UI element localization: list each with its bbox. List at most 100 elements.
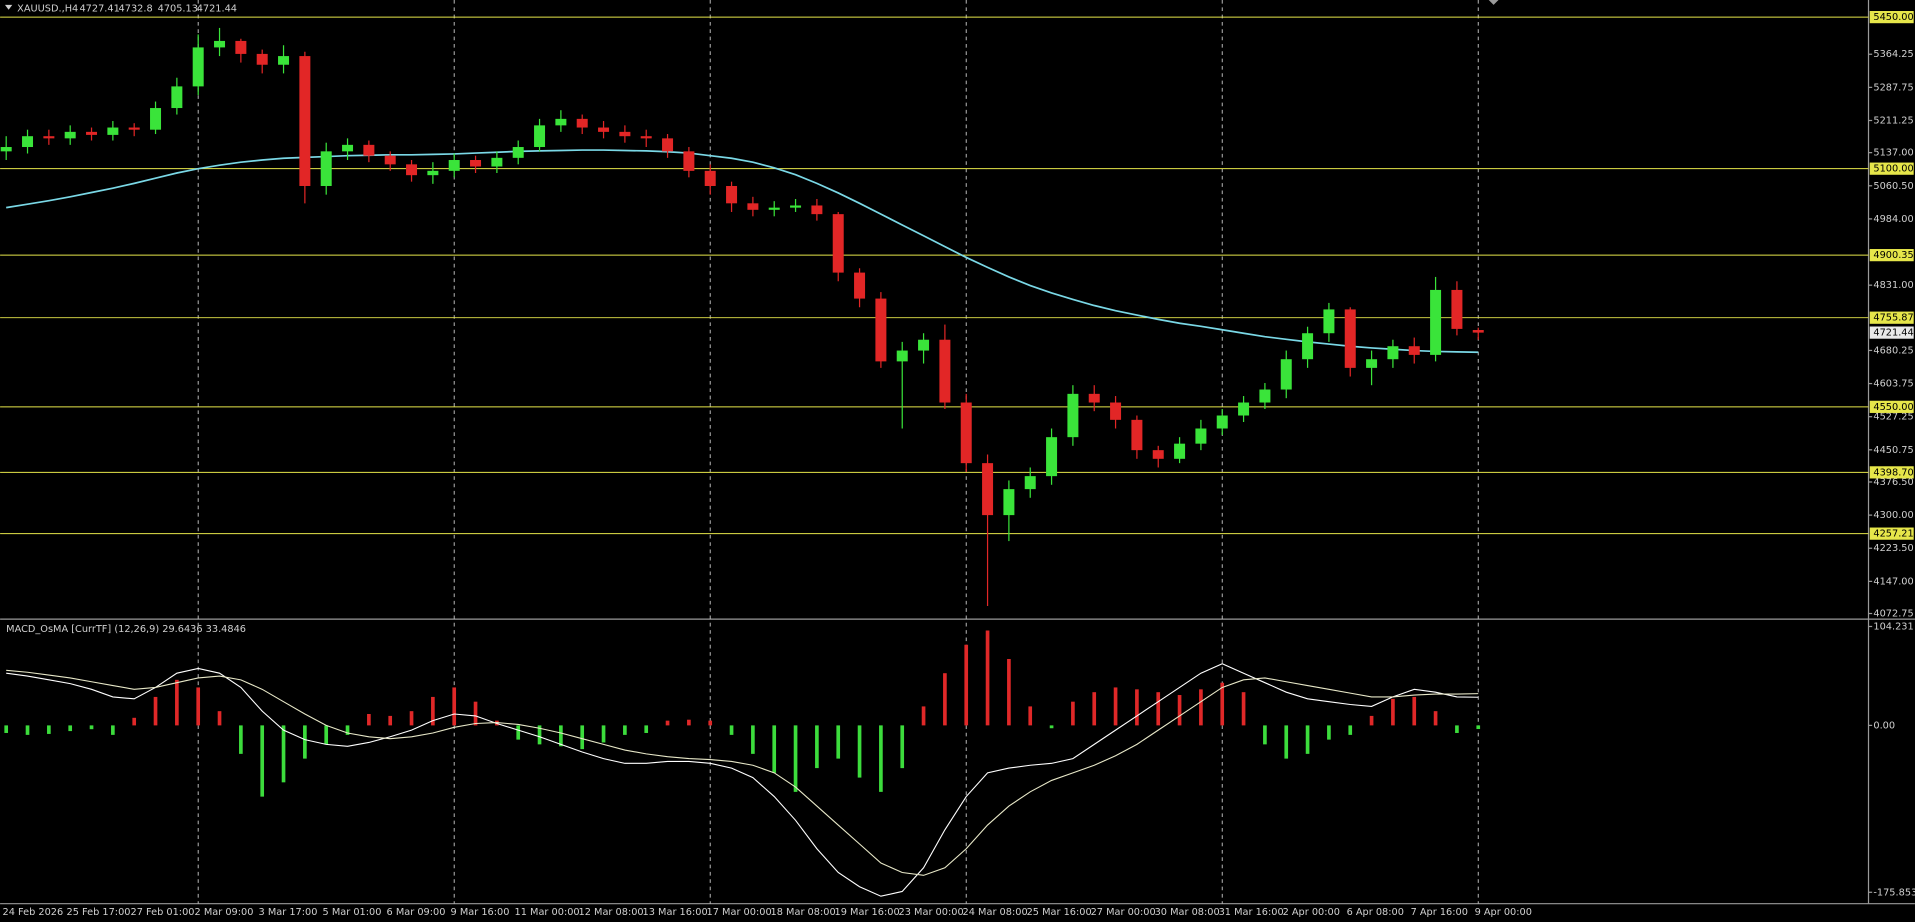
y-tick-label: 4072.75 bbox=[1873, 609, 1913, 620]
candle-body bbox=[1280, 359, 1292, 390]
menu-arrow[interactable] bbox=[4, 4, 13, 10]
candle-body bbox=[470, 160, 482, 167]
candle-body bbox=[704, 170, 716, 186]
y-tick-label: 4147.00 bbox=[1873, 576, 1913, 587]
x-tick-label: 2 Apr 00:00 bbox=[1283, 907, 1340, 918]
y-tick-label: 4376.50 bbox=[1873, 477, 1913, 488]
macd-line bbox=[6, 669, 1479, 876]
current-price-label: 4721.44 bbox=[1873, 328, 1913, 339]
candle-body bbox=[918, 339, 930, 351]
x-tick-label: 30 Mar 08:00 bbox=[1155, 907, 1220, 918]
candle-body bbox=[683, 151, 695, 171]
candle-body bbox=[726, 185, 738, 204]
x-tick-label: 9 Apr 00:00 bbox=[1475, 907, 1532, 918]
candle-body bbox=[790, 205, 802, 208]
y-tick-label: 4603.75 bbox=[1873, 379, 1913, 390]
x-tick-label: 24 Mar 08:00 bbox=[963, 907, 1028, 918]
candle-body bbox=[1152, 450, 1164, 459]
candle-body bbox=[1216, 415, 1228, 429]
header-high: 4732.8 bbox=[119, 4, 153, 15]
x-tick-label: 27 Mar 00:00 bbox=[1091, 907, 1156, 918]
candle-body bbox=[1259, 389, 1271, 403]
level-label: 4257.21 bbox=[1873, 529, 1913, 540]
candle-body bbox=[619, 131, 631, 137]
candle-body bbox=[235, 40, 247, 54]
level-label-box bbox=[1869, 311, 1914, 324]
level-label: 4398.70 bbox=[1873, 467, 1913, 478]
x-tick-label: 27 Feb 01:00 bbox=[131, 907, 195, 918]
candle-body bbox=[214, 40, 226, 48]
candle-body bbox=[875, 298, 887, 362]
candle-body bbox=[86, 131, 98, 135]
candle-body bbox=[662, 138, 674, 152]
candle-body bbox=[512, 147, 524, 158]
x-tick-label: 18 Mar 08:00 bbox=[771, 907, 836, 918]
candle-body bbox=[448, 160, 460, 171]
candle-body bbox=[320, 151, 332, 186]
x-tick-label: 9 Mar 16:00 bbox=[451, 907, 510, 918]
candle-body bbox=[534, 125, 546, 148]
level-label: 4755.87 bbox=[1873, 313, 1913, 324]
level-label-box bbox=[1869, 527, 1914, 540]
candle-body bbox=[854, 272, 866, 299]
candle-body bbox=[982, 463, 994, 516]
candle-body bbox=[192, 47, 204, 87]
candle-body bbox=[896, 350, 908, 362]
candle-body bbox=[64, 131, 76, 139]
candle-body bbox=[1110, 402, 1122, 420]
moving-average-line bbox=[6, 149, 1479, 354]
candle-body bbox=[1366, 359, 1378, 368]
candle-body bbox=[22, 136, 34, 148]
header-low: 4705.13 bbox=[158, 4, 198, 15]
candle-body bbox=[107, 127, 119, 135]
candle-body bbox=[1430, 289, 1442, 355]
y-tick-label: 5211.25 bbox=[1873, 115, 1913, 126]
candle-body bbox=[256, 53, 268, 65]
x-tick-label: 2 Mar 09:00 bbox=[195, 907, 254, 918]
level-label-box bbox=[1869, 466, 1914, 479]
x-tick-label: 3 Mar 17:00 bbox=[259, 907, 318, 918]
candle-body bbox=[598, 127, 610, 132]
candle-body bbox=[363, 144, 375, 156]
x-tick-label: 24 Feb 2026 bbox=[3, 907, 64, 918]
x-tick-label: 5 Mar 01:00 bbox=[323, 907, 382, 918]
y-tick-label: 4527.25 bbox=[1873, 412, 1913, 423]
x-tick-label: 13 Mar 16:00 bbox=[643, 907, 708, 918]
candle-body bbox=[1451, 289, 1463, 329]
x-tick-label: 19 Mar 16:00 bbox=[835, 907, 900, 918]
candle-body bbox=[384, 155, 396, 165]
y-tick-label: 4831.00 bbox=[1873, 280, 1913, 291]
candle-body bbox=[1238, 402, 1250, 416]
y-tick-label: 4680.25 bbox=[1873, 345, 1913, 356]
candle-body bbox=[1174, 443, 1186, 459]
candle-body bbox=[171, 86, 183, 109]
level-label-box bbox=[1869, 400, 1914, 413]
y-tick-label: 4450.75 bbox=[1873, 445, 1913, 456]
level-label: 4550.00 bbox=[1873, 402, 1913, 413]
y-tick-label: 4984.00 bbox=[1873, 214, 1913, 225]
x-tick-label: 23 Mar 00:00 bbox=[899, 907, 964, 918]
y-tick-label: 4223.50 bbox=[1873, 543, 1913, 554]
candle-body bbox=[555, 118, 567, 126]
x-tick-label: 12 Mar 08:00 bbox=[579, 907, 644, 918]
symbol-title: XAUUSD.,H4 bbox=[17, 4, 78, 15]
candle-body bbox=[128, 127, 140, 130]
level-label: 5100.00 bbox=[1873, 164, 1913, 175]
level-label-box bbox=[1869, 10, 1914, 24]
candle-body bbox=[1067, 393, 1079, 438]
candle-body bbox=[1003, 489, 1015, 516]
candle-body bbox=[1387, 346, 1399, 360]
candle-body bbox=[832, 214, 844, 273]
candle-body bbox=[299, 56, 311, 186]
candle-body bbox=[342, 144, 354, 152]
candle-body bbox=[1302, 333, 1314, 360]
candle-body bbox=[1046, 437, 1058, 477]
x-tick-label: 6 Apr 08:00 bbox=[1347, 907, 1404, 918]
candle-body bbox=[278, 56, 290, 65]
candle-body bbox=[1195, 428, 1207, 444]
y-tick-label: 5364.25 bbox=[1873, 49, 1913, 60]
candle-body bbox=[939, 339, 951, 403]
